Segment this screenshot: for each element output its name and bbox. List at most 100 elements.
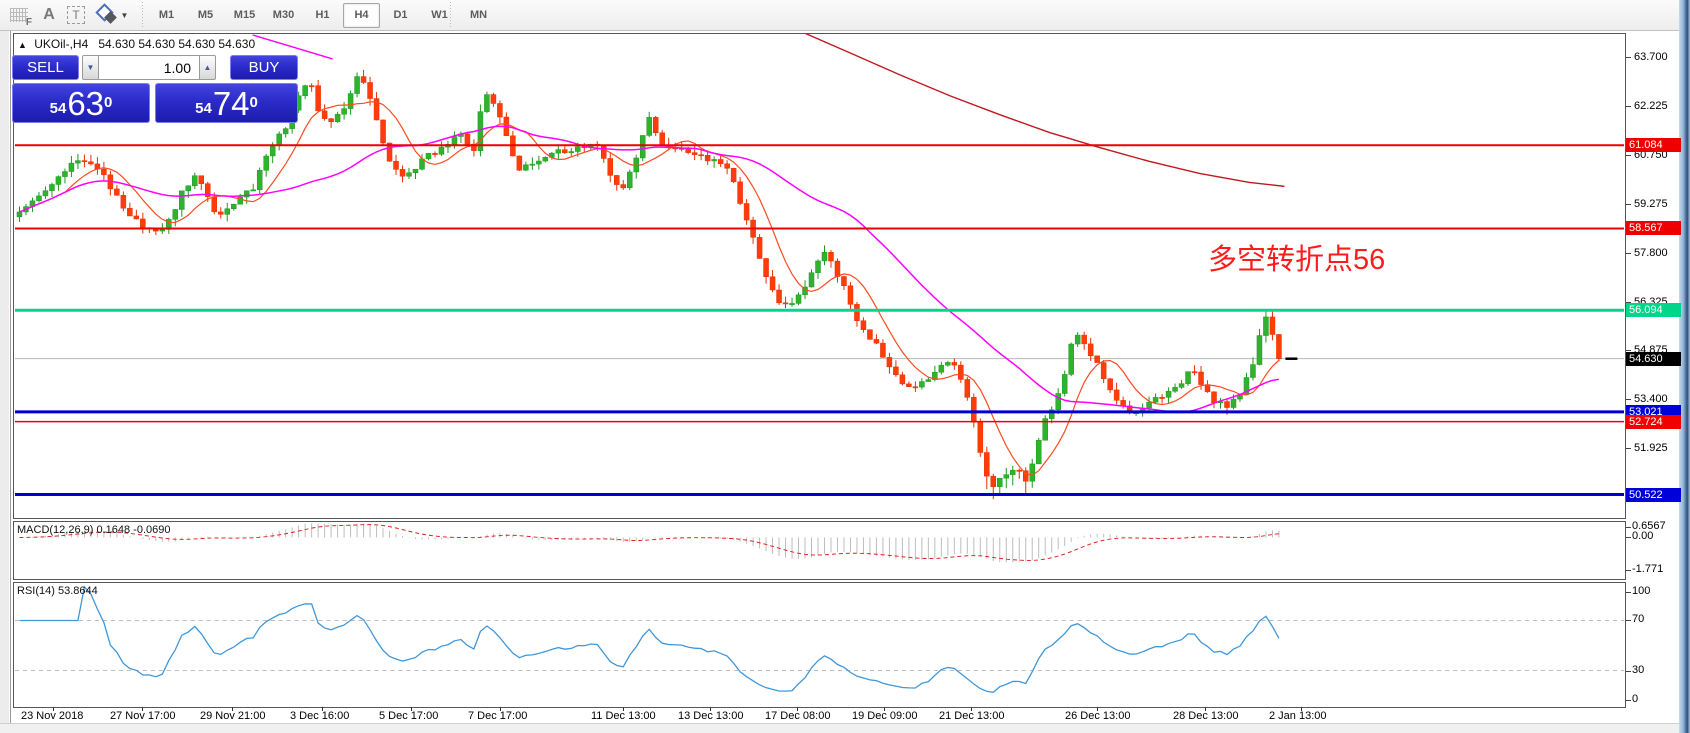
price-level-badge: 61.084: [1626, 137, 1681, 152]
rsi-axis-label: 70: [1632, 613, 1645, 625]
time-tick-label: 19 Dec 09:00: [852, 710, 918, 722]
price-tick-label: 60.750: [1634, 148, 1668, 161]
text-tool-icon[interactable]: A: [43, 6, 55, 23]
toolbar: F A T ▼ M1 M5 M15 M30 H1 H4 D1 W1 MN: [0, 0, 1690, 31]
arrows-tool-icon[interactable]: ▼: [94, 2, 132, 27]
timeframe-button-w1[interactable]: W1: [431, 9, 448, 21]
price-tick: [1626, 399, 1631, 401]
price-level-badge: 52.724: [1626, 415, 1681, 430]
buy-price-button[interactable]: 54 74 0: [155, 83, 298, 123]
time-tick: [710, 707, 711, 711]
grid-letter: F: [25, 17, 32, 28]
timeframe-bar: M1 M5 M15 M30 H1 H4 D1 W1 MN: [148, 3, 497, 28]
time-tick-label: 26 Dec 13:00: [1065, 710, 1131, 722]
rsi-indicator-label: RSI(14) 53.8644: [17, 585, 98, 597]
rsi-axis-label: 100: [1632, 585, 1651, 597]
timeframe-button-m1[interactable]: M1: [158, 9, 175, 21]
chart-annotation-text: 多空转折点56: [1208, 244, 1386, 276]
time-tick: [1097, 707, 1098, 711]
price-tick: [1626, 253, 1631, 255]
collapse-triangle-icon: ▲: [18, 40, 27, 50]
time-tick-label: 3 Dec 16:00: [290, 710, 350, 722]
price-tick-label: 57.800: [1634, 246, 1668, 259]
sell-price-pip: 0: [104, 94, 113, 111]
candles-layer: [16, 69, 1282, 500]
price-tick-label: 62.225: [1634, 99, 1668, 112]
time-tick-label: 28 Dec 13:00: [1173, 710, 1239, 722]
time-tick-label: 11 Dec 13:00: [591, 710, 656, 722]
label-tool-icon[interactable]: T: [64, 3, 88, 27]
current-price-badge: 54.630: [1626, 352, 1681, 366]
buy-price-handle: 54: [195, 100, 212, 117]
time-tick: [411, 707, 412, 711]
volume-input[interactable]: [99, 55, 199, 80]
price-tick: [1626, 448, 1631, 450]
timeframe-button-h1[interactable]: H1: [315, 9, 330, 21]
rsi-pane[interactable]: [13, 582, 1626, 708]
window-right-edge: [1679, 0, 1690, 733]
volume-increase-button[interactable]: ▲: [199, 55, 216, 80]
rsi-tick: [1626, 591, 1631, 593]
price-tick-label: 59.275: [1634, 197, 1668, 210]
time-tick: [1301, 707, 1302, 711]
volume-decrease-button[interactable]: ▼: [82, 55, 99, 80]
time-tick-label: 2 Jan 13:00: [1269, 710, 1327, 722]
time-tick-label: 21 Dec 13:00: [939, 710, 1005, 722]
price-chart-plot[interactable]: [14, 34, 1625, 518]
sell-price-handle: 54: [49, 100, 67, 117]
window-bottom-edge: [0, 723, 1679, 733]
buy-button[interactable]: BUY: [230, 55, 298, 80]
macd-axis-label: 0.00: [1632, 530, 1654, 542]
price-tick: [1626, 106, 1631, 108]
timeframe-button-m15[interactable]: M15: [233, 9, 256, 21]
window-left-edge: [0, 31, 11, 733]
buy-price-big: 74: [212, 85, 250, 122]
time-axis[interactable]: 23 Nov 2018 27 Nov 17:00 29 Nov 21:00 3 Dec…: [13, 707, 1626, 723]
time-tick-label: 7 Dec 17:00: [468, 710, 528, 722]
time-tick: [884, 707, 885, 711]
grid-dots: [10, 8, 28, 22]
timeframe-button-mn[interactable]: MN: [469, 9, 488, 21]
macd-plot: [19, 523, 1280, 563]
timeframe-button-d1[interactable]: D1: [393, 9, 408, 21]
macd-indicator-label: MACD(12,26,9) 0.1648 -0.0690: [17, 524, 171, 536]
macd-axis-label: -1.771: [1632, 563, 1664, 575]
time-tick: [142, 707, 143, 711]
price-level-badge: 50.522: [1626, 488, 1681, 503]
dropdown-arrow-icon: ▼: [120, 10, 129, 20]
time-tick-label: 5 Dec 17:00: [379, 710, 439, 722]
ohlc-quotes: 54.630 54.630 54.630 54.630: [98, 37, 256, 51]
rsi-axis-label: 30: [1632, 664, 1645, 676]
sell-button[interactable]: SELL: [12, 55, 79, 80]
one-click-trading-panel: SELL ▼ ▲ BUY 54 63 0 54 74 0: [12, 55, 298, 123]
time-tick-label: 13 Dec 13:00: [678, 710, 744, 722]
timeframe-button-h4[interactable]: H4: [343, 3, 380, 28]
macd-axis-label: 0.6567: [1632, 520, 1666, 532]
buy-price-pip: 0: [249, 94, 258, 111]
time-tick-label: 23 Nov 2018: [21, 710, 84, 722]
timeframe-button-m30[interactable]: M30: [272, 9, 295, 21]
time-tick-label: 29 Nov 21:00: [200, 710, 266, 722]
macd-pane[interactable]: [13, 521, 1626, 580]
indicator-grid-icon[interactable]: F: [6, 3, 32, 28]
macd-tick: [1626, 536, 1631, 538]
price-tick: [1626, 350, 1631, 352]
rsi-tick: [1626, 670, 1631, 672]
time-tick: [623, 707, 624, 711]
time-tick-label: 27 Nov 17:00: [110, 710, 176, 722]
sell-price-big: 63: [67, 85, 105, 122]
price-tick-label: 51.925: [1634, 441, 1668, 454]
price-tick: [1626, 155, 1631, 157]
rsi-tick: [1626, 619, 1631, 621]
symbol-period-label: UKOil-,H4: [34, 37, 89, 51]
last-price-dash: [1285, 357, 1298, 360]
chart-title: ▲ UKOil-,H4 54.630 54.630 54.630 54.630: [18, 37, 255, 51]
price-tick-label: 53.400: [1634, 392, 1668, 405]
time-tick: [232, 707, 233, 711]
time-tick-label: 17 Dec 08:00: [765, 710, 831, 722]
price-tick: [1626, 302, 1631, 304]
sell-price-button[interactable]: 54 63 0: [12, 83, 150, 123]
timeframe-button-m5[interactable]: M5: [197, 9, 214, 21]
toolbar-separator: [448, 2, 453, 28]
